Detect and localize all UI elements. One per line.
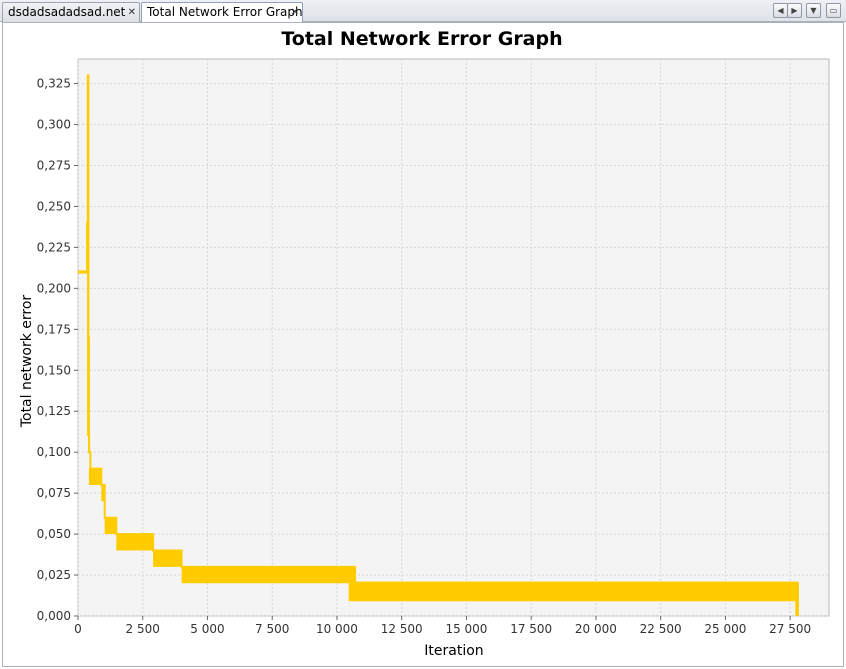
y-axis-label: Total network error (19, 295, 35, 429)
chevron-left-icon: ◀ (777, 6, 784, 15)
y-tick-label: 0,225 (37, 240, 71, 254)
series-band (795, 581, 798, 616)
chevron-down-icon: ▼ (810, 6, 817, 15)
y-tick-label: 0,050 (37, 527, 71, 541)
close-icon[interactable]: ✕ (290, 7, 299, 18)
tab-dsdadsadadsad-net[interactable]: dsdadsadadsad.net ✕ (2, 2, 140, 23)
grid-lines (77, 59, 829, 617)
x-tick-label: 2 500 (126, 622, 160, 636)
x-tick-label: 10 000 (316, 622, 358, 636)
chevron-right-icon: ▶ (791, 6, 798, 15)
x-tick-label: 0 (74, 622, 82, 636)
x-tick-label: 15 000 (445, 622, 487, 636)
maximize-button[interactable]: ▭ (826, 3, 841, 18)
y-tick-label: 0,275 (37, 158, 71, 172)
scroll-tabs-right-button[interactable]: ▶ (787, 3, 802, 18)
tab-bar: dsdadsadadsad.net ✕ Total Network Error … (0, 0, 846, 24)
series-band (348, 581, 798, 602)
tab-list-dropdown-button[interactable]: ▼ (806, 3, 821, 18)
x-tick-label: 5 000 (190, 622, 224, 636)
y-tick-label: 0,075 (37, 486, 71, 500)
y-tick-label: 0,200 (37, 281, 71, 295)
x-tick-label: 7 500 (255, 622, 289, 636)
y-tick-label: 0,025 (37, 568, 71, 582)
y-tick-label: 0,325 (37, 77, 71, 91)
x-tick-label: 22 500 (640, 622, 682, 636)
x-tick-label: 20 000 (575, 622, 617, 636)
series-band (116, 534, 154, 551)
y-tick-label: 0,125 (37, 404, 71, 418)
y-tick-label: 0,150 (37, 363, 71, 377)
plot-area (77, 58, 830, 617)
tab-label: dsdadsadadsad.net (8, 5, 126, 19)
series-band (101, 484, 105, 502)
series-band (153, 550, 182, 567)
graph-panel: Total Network Error Graph 0,000 0,025 0,05… (2, 22, 844, 667)
series-line (78, 74, 799, 616)
x-axis-label: Iteration (424, 643, 483, 659)
y-tick-label: 0,175 (37, 322, 71, 336)
y-tick-label: 0,300 (37, 118, 71, 132)
scroll-tabs-left-button[interactable]: ◀ (773, 3, 788, 18)
y-tick-label: 0,000 (37, 609, 71, 623)
series-error (78, 74, 799, 616)
tab-total-network-error-graph[interactable]: Total Network Error Graph ✕ (141, 2, 303, 24)
series-band (104, 517, 117, 535)
tab-label: Total Network Error Graph (147, 5, 303, 19)
maximize-icon: ▭ (829, 6, 838, 15)
series-band (181, 566, 356, 584)
x-tick-label: 27 500 (769, 622, 811, 636)
y-tick-label: 0,100 (37, 445, 71, 459)
axes: 0,000 0,025 0,050 0,075 0,100 0,125 0,150 0,175… (37, 77, 812, 636)
chart-title: Total Network Error Graph (281, 28, 562, 50)
y-tick-label: 0,250 (37, 199, 71, 213)
x-tick-label: 17 500 (510, 622, 552, 636)
series-band (88, 468, 102, 485)
x-tick-label: 25 000 (704, 622, 746, 636)
close-icon[interactable]: ✕ (127, 7, 136, 18)
x-tick-label: 12 500 (381, 622, 423, 636)
error-chart: Total Network Error Graph 0,000 0,025 0,05… (19, 28, 830, 659)
